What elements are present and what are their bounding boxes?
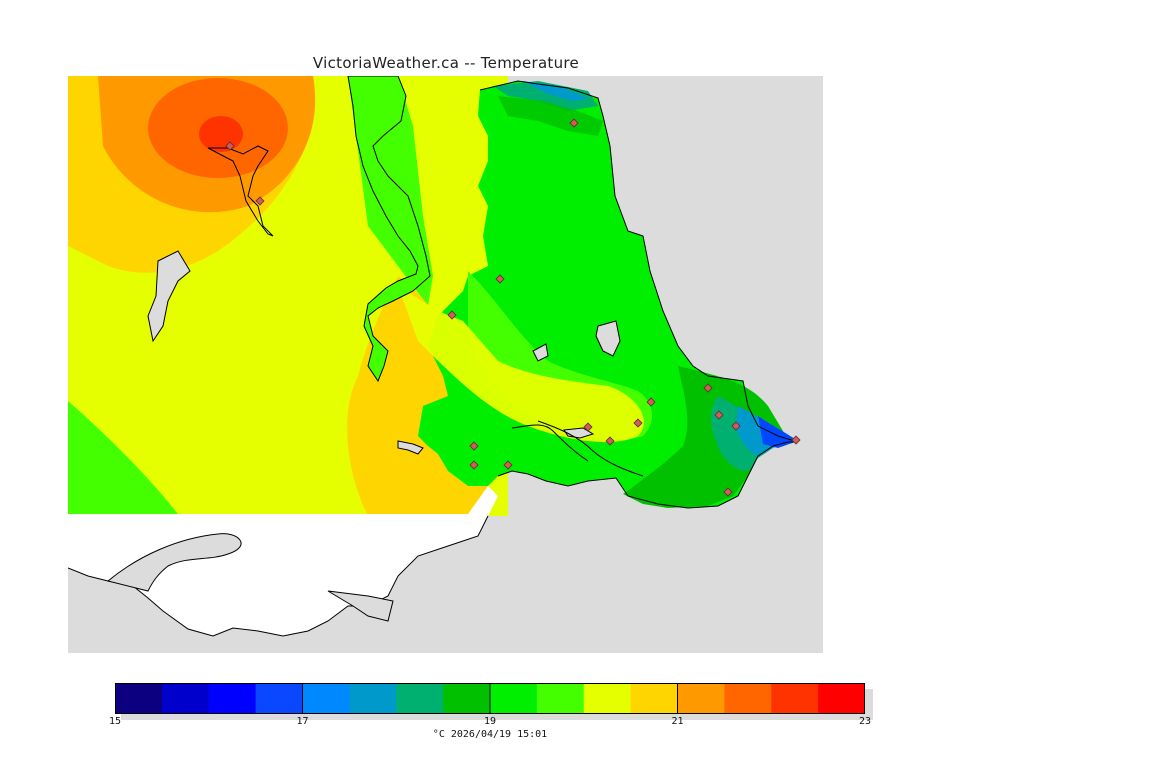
legend-swatch [161,683,210,714]
weather-stations [225,118,801,497]
station-marker [731,421,741,431]
station-marker [723,487,733,497]
station-marker [714,410,724,420]
legend-tick-label: 21 [671,716,684,727]
station-marker [703,383,713,393]
outer-land [68,486,498,637]
legend-swatch [396,683,444,714]
station-marker [225,141,235,151]
temperature-map[interactable] [68,76,823,653]
legend-swatch [115,683,163,714]
legend-swatch [771,683,819,714]
station-marker [469,441,479,451]
station-marker [646,397,656,407]
legend-border [115,683,865,714]
legend-tick-label: 23 [858,716,872,727]
legend-swatch [630,683,679,714]
station-marker [503,460,513,470]
temperature-contour-map [68,76,801,637]
legend-swatch [302,683,350,714]
color-legend [114,683,866,714]
legend-swatch [208,683,257,714]
coastlines [207,80,799,509]
legend-swatch [255,683,304,714]
station-marker [469,460,479,470]
station-marker [569,118,579,128]
station-marker [495,274,505,284]
legend-swatch [818,683,866,714]
legend-swatch [583,683,632,714]
station-marker [633,418,643,428]
page-title: VictoriaWeather.ca -- Temperature [312,54,580,72]
legend-tick-label: 17 [296,716,309,727]
station-marker [791,435,801,445]
legend-swatch [349,683,397,714]
station-marker [583,422,593,432]
legend-bar [114,683,866,714]
legend-swatch [536,683,585,714]
legend-caption: °C 2026/04/19 15:01 [432,729,548,740]
legend-swatch [724,683,772,714]
legend-swatch [677,683,725,714]
contour-fill [68,76,508,516]
station-marker [605,436,615,446]
water-areas [147,76,621,455]
legend-tick-label: 19 [483,716,497,727]
legend-swatch [443,683,491,714]
station-marker [447,310,457,320]
station-marker [255,196,265,206]
legend-tick-label: 15 [108,716,122,727]
legend-swatch [490,683,538,714]
